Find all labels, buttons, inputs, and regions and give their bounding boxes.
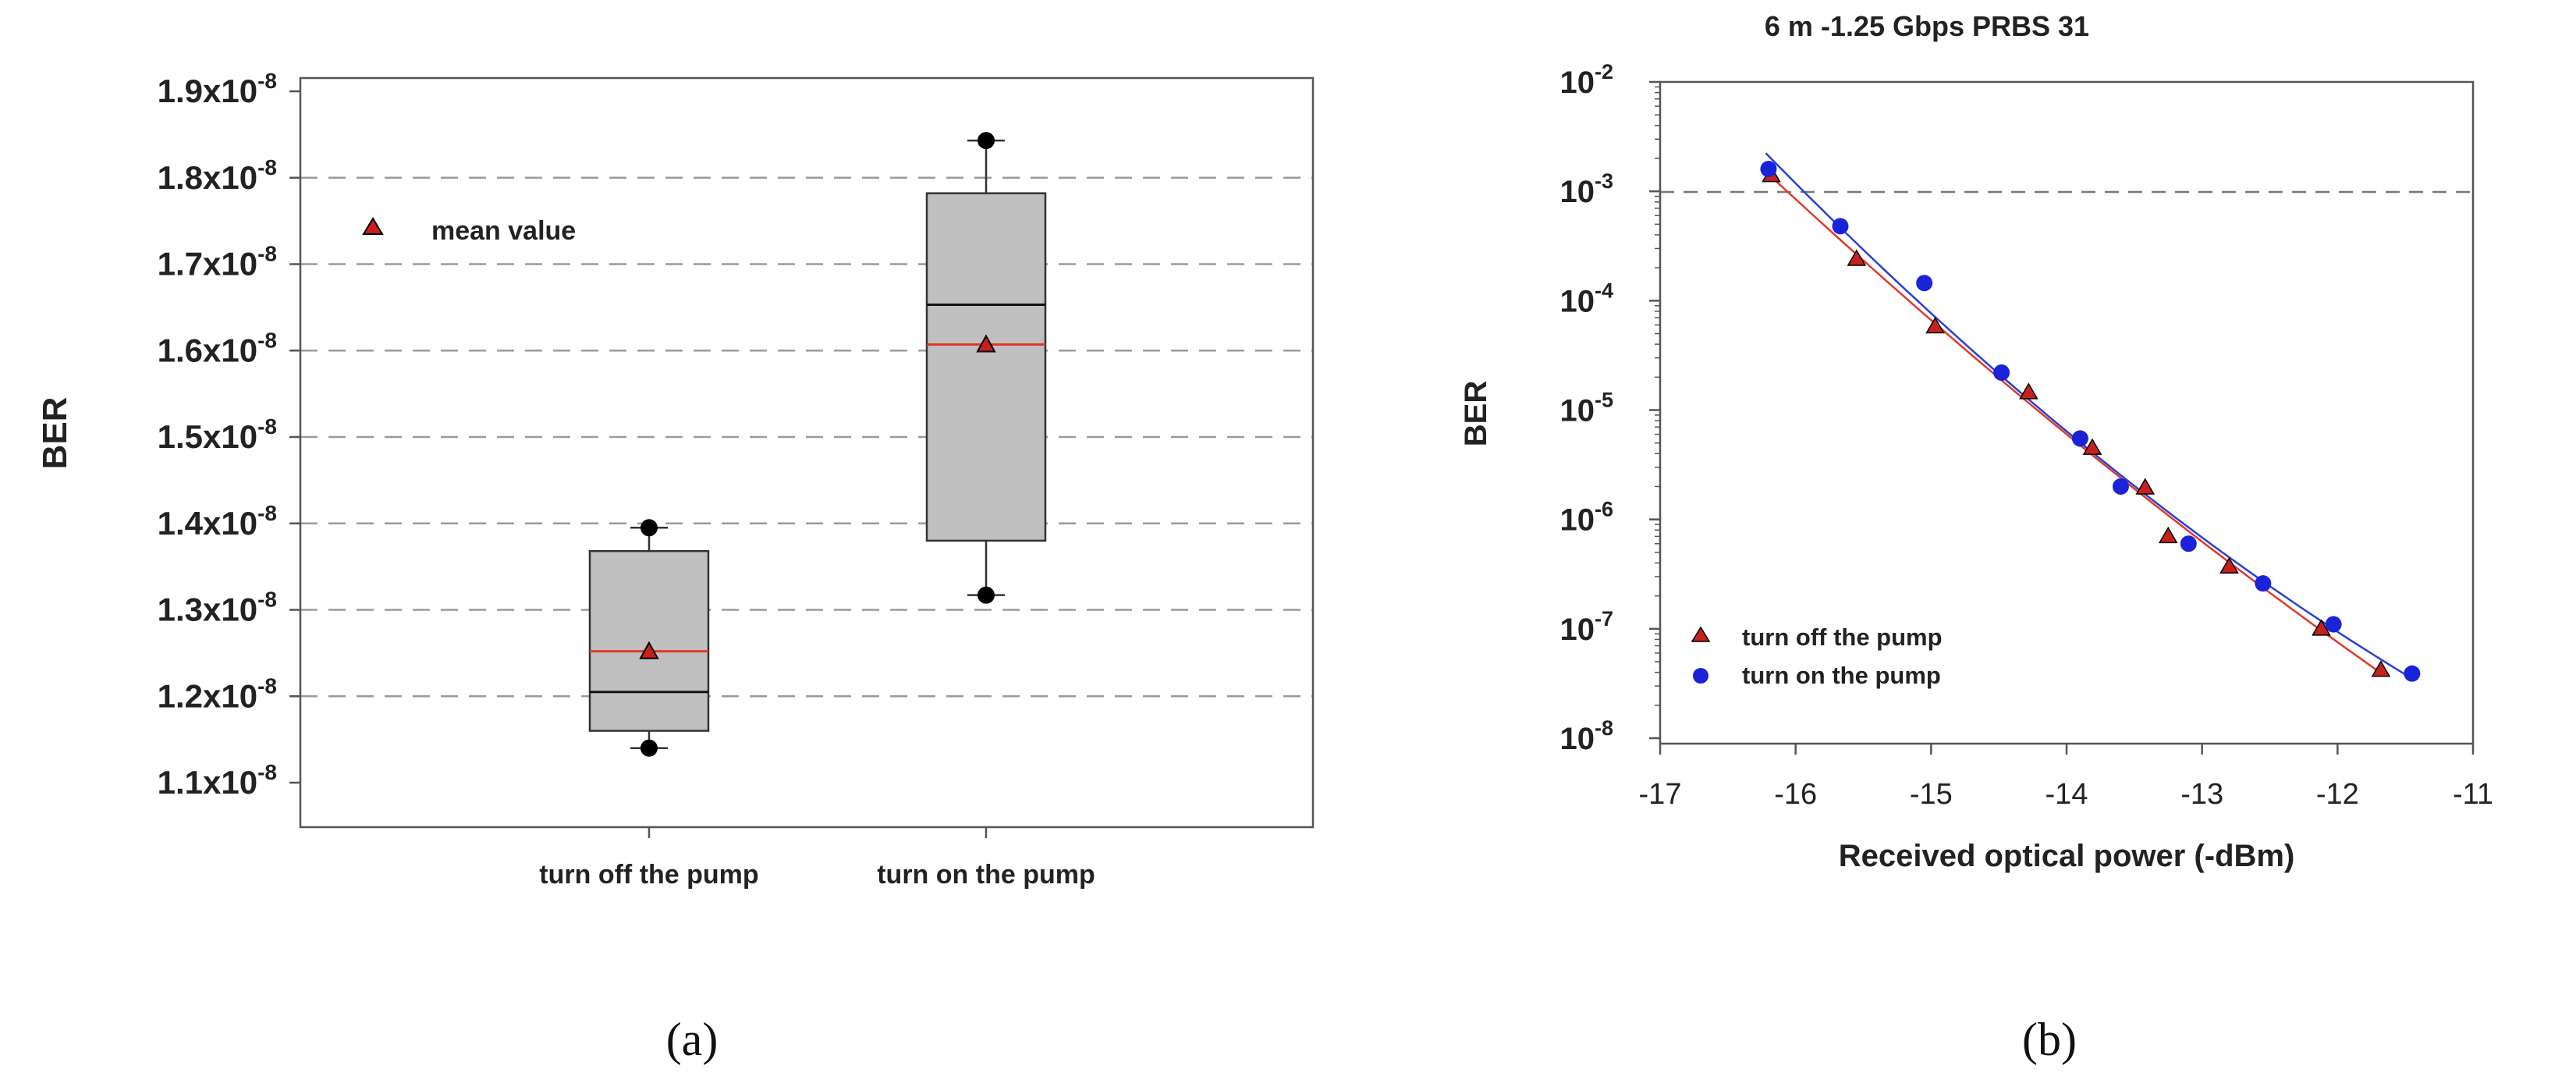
panel-a-category-label: turn on the pump xyxy=(877,860,1095,890)
data-point-pump-off xyxy=(2019,382,2038,400)
panel-a-y-tick-label: 1.1x10-8 xyxy=(158,760,277,801)
panel-b-x-axis-title: Received optical power (-dBm) xyxy=(1839,839,2295,873)
panel-b-y-tick-label: 10-8 xyxy=(1559,716,1613,756)
panel-a-y-tick-label: 1.7x10-8 xyxy=(158,242,277,282)
panel-a-y-tick-label: 1.8x10-8 xyxy=(158,155,277,196)
panel-b-y-tick-label: 10-6 xyxy=(1559,498,1613,538)
data-point-pump-on xyxy=(2071,430,2088,447)
data-point-pump-on xyxy=(1916,275,1933,292)
fit-curve-pump-on xyxy=(1765,152,2415,681)
panel-b-x-tick-label: -14 xyxy=(2046,778,2088,811)
outlier-point xyxy=(978,586,995,604)
data-point-pump-off xyxy=(2371,660,2391,677)
panel-a-gridlines xyxy=(300,176,1313,698)
legend-on-label: turn on the pump xyxy=(1742,662,1941,689)
panel-a-caption: (a) xyxy=(666,1014,719,1065)
panel-b-x-tick-label: -16 xyxy=(1774,778,1817,811)
panel-b-x-tick-label: -12 xyxy=(2316,778,2359,811)
box-iqr xyxy=(925,192,1047,542)
legend-off-marker xyxy=(1691,626,1711,642)
box-iqr xyxy=(588,549,710,732)
mean-marker xyxy=(639,641,659,659)
panel-b-y-tick-label: 10-3 xyxy=(1559,169,1613,209)
panel-b-data-points xyxy=(1760,161,2421,682)
panel-a-y-tick-label: 1.6x10-8 xyxy=(158,328,277,368)
legend-off-label: turn off the pump xyxy=(1742,623,1943,651)
data-point-pump-off xyxy=(1925,316,1945,334)
panel-b-x-tick-label: -11 xyxy=(2453,778,2493,811)
panel-a-plot-frame xyxy=(299,76,1315,829)
legend-on-marker xyxy=(1693,668,1708,684)
panel-b-x-tick-label: -13 xyxy=(2180,778,2223,811)
panel-b-y-tick-label: 10-7 xyxy=(1559,607,1613,647)
panel-a-category-labels: turn off the pump turn on the pump xyxy=(539,827,1095,890)
data-point-pump-off xyxy=(2219,556,2239,574)
data-point-pump-on xyxy=(1993,364,2010,382)
panel-a-boxes xyxy=(588,132,1047,757)
panel-b-y-tick-label: 10-4 xyxy=(1559,279,1613,318)
panel-b-x-tick-label: -15 xyxy=(1910,778,1953,811)
panel-b-y-axis-title: BER xyxy=(1459,381,1493,447)
fit-curve-pump-off xyxy=(1768,173,2385,676)
panel-a-box-plot: 1.1x10-8 1.2x10-8 1.3x10-8 1.4x10-8 1.5x10-8… xyxy=(36,69,1315,1065)
legend-mean-label: mean value xyxy=(431,216,576,246)
outlier-point xyxy=(640,519,658,537)
panel-b-y-tick-label: 10-2 xyxy=(1559,60,1613,100)
data-point-pump-off xyxy=(2158,526,2178,544)
panel-a-category-label: turn off the pump xyxy=(539,860,758,890)
panel-b-fit-curves xyxy=(1765,152,2415,681)
panel-b-caption: (b) xyxy=(2022,1014,2077,1065)
panel-b-x-tick-label: -17 xyxy=(1639,778,1682,811)
panel-b-legend: turn off the pump turn on the pump xyxy=(1691,623,1943,689)
panel-a-legend: mean value xyxy=(362,216,576,246)
data-point-pump-on xyxy=(2180,535,2197,552)
panel-a-y-tick-label: 1.9x10-8 xyxy=(158,69,277,109)
panel-a-y-tick-label: 1.4x10-8 xyxy=(158,501,277,542)
panel-a-y-tick-label: 1.2x10-8 xyxy=(158,673,277,714)
data-point-pump-off xyxy=(2135,478,2156,495)
data-point-pump-on xyxy=(1760,161,1777,178)
legend-mean-marker xyxy=(362,217,384,235)
data-point-pump-off xyxy=(1847,249,1867,266)
data-point-pump-on xyxy=(1832,218,1849,235)
panel-a-y-tick-labels: 1.1x10-8 1.2x10-8 1.3x10-8 1.4x10-8 1.5x10-8… xyxy=(158,69,300,801)
mean-marker xyxy=(976,334,996,353)
panel-b-title: 6 m -1.25 Gbps PRBS 31 xyxy=(1765,10,2089,42)
outlier-point xyxy=(978,132,995,150)
panel-b-ber-curve: 6 m -1.25 Gbps PRBS 31 -17 -16 -15 -14 -13 -1… xyxy=(1459,10,2493,1065)
panel-b-ticks: -17 -16 -15 -14 -13 -12 -11 10-8 10-7 10-6 10-5 10-… xyxy=(1559,60,2493,811)
data-point-pump-on xyxy=(2112,478,2129,495)
panel-a-y-axis-title: BER xyxy=(36,397,74,470)
panel-a-y-tick-label: 1.3x10-8 xyxy=(158,588,277,628)
panel-a-y-tick-label: 1.5x10-8 xyxy=(158,414,277,455)
data-point-pump-on xyxy=(2255,575,2272,592)
data-point-pump-on xyxy=(2404,665,2421,682)
data-point-pump-on xyxy=(2325,616,2342,633)
data-point-pump-off xyxy=(2082,438,2102,455)
panel-b-y-tick-label: 10-5 xyxy=(1559,389,1613,428)
outlier-point xyxy=(640,739,658,757)
data-point-pump-off xyxy=(2312,619,2331,636)
